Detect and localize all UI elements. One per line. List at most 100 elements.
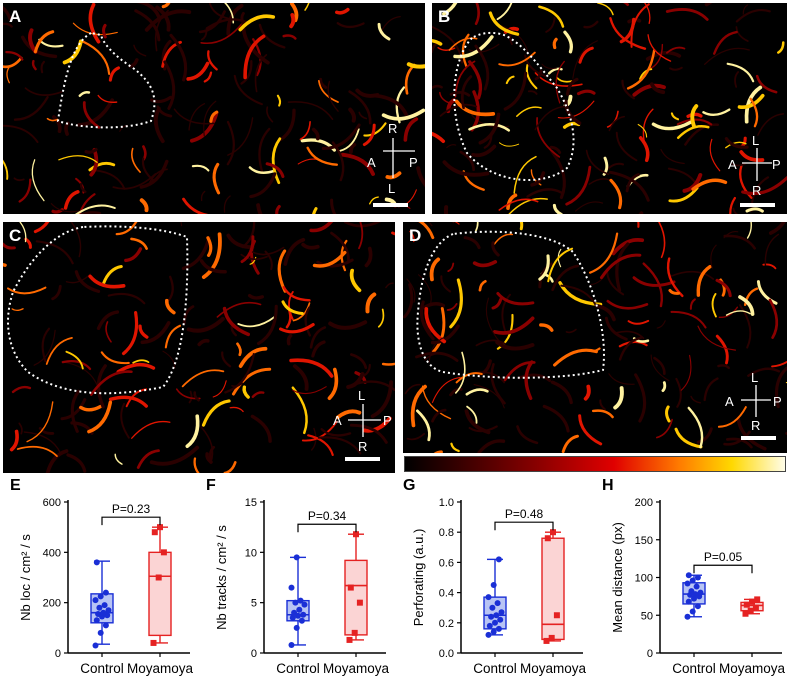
vessel-stroke	[406, 432, 426, 441]
vessel-stroke	[363, 122, 387, 137]
y-tick-label: 5	[251, 598, 257, 610]
vessel-stroke	[615, 131, 638, 162]
vessel-stroke	[6, 66, 10, 84]
vessel-stroke	[112, 173, 157, 190]
vessel-stroke	[539, 323, 554, 332]
y-tick-label: 10	[245, 547, 257, 559]
orient-left-b: A	[728, 157, 737, 172]
y-tick-label: 200	[635, 497, 653, 509]
vessel-stroke	[549, 145, 562, 154]
vessel-stroke	[247, 293, 265, 300]
vessel-stroke	[24, 87, 63, 96]
data-point	[497, 616, 504, 623]
vessel-stroke	[737, 93, 765, 110]
vessel-stroke	[132, 359, 150, 364]
y-tick-label: 1.0	[439, 497, 454, 509]
vessel-stroke	[279, 323, 315, 334]
y-tick-label: 50	[641, 610, 653, 622]
vessel-stroke	[79, 182, 87, 194]
vessel-stroke	[89, 147, 99, 177]
y-tick-label: 600	[43, 497, 61, 509]
data-point	[495, 556, 502, 563]
vessel-stroke	[72, 22, 118, 36]
vessel-stroke	[150, 95, 173, 104]
vessel-stroke	[525, 63, 538, 90]
vessel-stroke	[547, 67, 563, 75]
panel-label-c: C	[9, 226, 22, 245]
vessel-stroke	[550, 380, 573, 405]
vessel-stroke	[40, 60, 46, 74]
vessel-stroke	[650, 43, 664, 70]
vessel-stroke	[440, 275, 452, 293]
vessel-stroke	[421, 385, 452, 420]
vessel-stroke	[51, 284, 62, 301]
vessel-stroke	[591, 409, 614, 419]
vessel-stroke	[513, 155, 537, 194]
vessel-stroke	[427, 222, 433, 227]
vessel-stroke	[498, 51, 536, 67]
vessel-stroke	[65, 350, 84, 370]
vessel-stroke	[444, 205, 449, 214]
vessel-stroke	[465, 388, 489, 396]
vessel-stroke	[101, 264, 123, 286]
orient-bottom-c: R	[358, 439, 367, 454]
orient-top-b: L	[752, 133, 759, 148]
vessel-stroke	[431, 408, 447, 423]
data-point	[93, 617, 100, 624]
vessel-stroke	[186, 61, 210, 81]
p-value-label: P=0.48	[505, 507, 544, 521]
vessel-stroke	[466, 405, 478, 424]
vessel-stroke	[26, 401, 54, 443]
vessel-stroke	[233, 74, 263, 106]
data-point	[102, 589, 109, 596]
vessel-stroke	[468, 123, 511, 132]
vessel-stroke	[634, 373, 647, 423]
vessel-stroke	[45, 449, 69, 473]
vessel-stroke	[448, 37, 478, 51]
vessel-stroke	[418, 274, 432, 304]
orientation-cross-a	[383, 138, 415, 178]
vessel-stroke	[77, 98, 115, 127]
vessel-stroke	[3, 159, 9, 180]
y-axis-label: Nb tracks / cm² / s	[214, 525, 229, 630]
vessel-stroke	[661, 381, 667, 393]
vessel-stroke	[198, 10, 226, 34]
vessel-stroke	[536, 117, 561, 158]
vessel-stroke	[289, 358, 334, 378]
vessel-stroke	[742, 4, 749, 15]
vessel-stroke	[541, 63, 557, 70]
boxplot-e: E 0 200 400 600 Nb loc / cm² / s Control Moyamo…	[10, 478, 193, 676]
data-point	[553, 612, 560, 619]
vessel-stroke	[563, 30, 573, 54]
vessel-stroke	[508, 197, 548, 214]
vessel-stroke	[715, 278, 732, 298]
vessel-stroke	[656, 320, 666, 329]
y-tick-label: 100	[635, 573, 653, 585]
orientation-cross-b	[742, 148, 772, 181]
data-point	[685, 598, 692, 605]
data-point	[346, 636, 353, 643]
vessel-stroke	[3, 22, 13, 28]
vessel-stroke	[403, 117, 419, 142]
vessel-stroke	[181, 236, 211, 271]
vessel-stroke	[711, 293, 717, 318]
vessel-stroke	[251, 391, 265, 399]
vessel-stroke	[197, 338, 210, 347]
vessel-map-c	[3, 222, 395, 473]
vessel-stroke	[406, 278, 416, 303]
significance-bracket	[494, 521, 554, 531]
data-point	[296, 606, 303, 613]
p-value-label: P=0.05	[704, 550, 743, 564]
vessel-stroke	[380, 15, 401, 33]
y-axis-label: Mean distance (px)	[610, 522, 625, 633]
orient-bottom-b: R	[752, 183, 761, 198]
vessel-stroke	[449, 91, 471, 97]
vessel-stroke	[190, 110, 219, 143]
vessel-stroke	[193, 391, 200, 402]
vessel-stroke	[317, 79, 339, 103]
data-point	[292, 599, 299, 606]
vessel-stroke	[459, 150, 475, 172]
vessel-stroke	[209, 3, 231, 20]
vessel-stroke	[583, 384, 591, 401]
data-point	[754, 596, 761, 603]
